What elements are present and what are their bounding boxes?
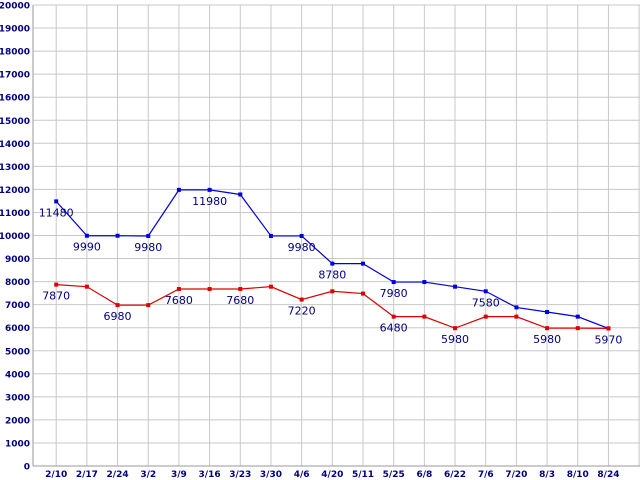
data-point-marker-lower-red-series: [361, 291, 365, 296]
data-point-marker-lower-red-series: [146, 303, 151, 308]
y-axis-tick-label: 0: [24, 463, 30, 473]
x-axis-tick-label: 2/10: [45, 470, 67, 480]
x-axis-tick-label: 3/23: [229, 470, 251, 480]
data-point-marker-lower-red-series: [514, 314, 519, 319]
data-point-marker-lower-red-series: [483, 314, 488, 319]
x-axis-tick-label: 3/16: [199, 470, 221, 480]
data-point-label: 5970: [594, 333, 622, 346]
data-point-marker-upper-blue-series: [453, 284, 458, 289]
y-axis-tick-label: 17000: [0, 71, 30, 81]
data-point-marker-upper-blue-series: [299, 233, 304, 238]
data-point-label: 7680: [165, 294, 193, 307]
data-point-marker-lower-red-series: [391, 314, 396, 319]
data-point-marker-lower-red-series: [238, 286, 243, 291]
x-axis-tick-label: 7/20: [505, 470, 527, 480]
y-axis-tick-label: 19000: [0, 25, 30, 35]
x-axis-tick-label: 3/2: [140, 470, 156, 480]
data-point-label: 9980: [134, 241, 162, 254]
x-axis-tick-label: 5/11: [352, 470, 374, 480]
data-point-marker-lower-red-series: [545, 326, 550, 331]
x-axis-tick-label: 7/6: [478, 470, 494, 480]
x-axis-tick-label: 8/10: [567, 470, 589, 480]
y-axis-tick-label: 8000: [5, 278, 30, 288]
x-axis-tick-label: 6/8: [416, 470, 432, 480]
y-axis-tick-label: 10000: [0, 232, 30, 242]
data-point-label: 5980: [441, 333, 469, 346]
x-axis-tick-label: 5/25: [383, 470, 405, 480]
data-point-marker-upper-blue-series: [54, 199, 59, 204]
data-point-marker-lower-red-series: [54, 282, 59, 287]
data-point-marker-upper-blue-series: [330, 261, 335, 266]
data-point-marker-lower-red-series: [606, 326, 611, 331]
x-axis-tick-label: 8/24: [597, 470, 619, 480]
data-point-marker-lower-red-series: [330, 289, 335, 294]
data-point-marker-upper-blue-series: [176, 187, 181, 192]
data-point-label: 7220: [288, 305, 316, 318]
y-axis-tick-label: 18000: [0, 48, 30, 58]
data-point-marker-upper-blue-series: [545, 310, 550, 315]
data-point-label: 9990: [73, 241, 101, 254]
data-point-label: 11980: [192, 195, 227, 208]
data-point-label: 9980: [288, 241, 316, 254]
data-point-marker-lower-red-series: [84, 284, 89, 289]
y-axis-tick-label: 6000: [5, 324, 30, 334]
y-axis-tick-label: 15000: [0, 117, 30, 127]
data-point-label: 6480: [380, 322, 408, 335]
y-axis-tick-label: 9000: [5, 255, 30, 265]
y-axis-tick-label: 20000: [0, 2, 30, 12]
data-point-marker-lower-red-series: [115, 303, 120, 308]
y-axis-tick-label: 5000: [5, 347, 30, 357]
data-point-label: 7980: [380, 287, 408, 300]
y-axis-tick-label: 1000: [5, 439, 30, 449]
y-axis-tick-label: 7000: [5, 301, 30, 311]
data-point-marker-lower-red-series: [299, 297, 304, 302]
data-point-marker-upper-blue-series: [84, 233, 89, 238]
data-point-marker-upper-blue-series: [422, 280, 427, 285]
data-point-marker-upper-blue-series: [391, 280, 396, 285]
data-point-label: 7870: [42, 290, 70, 303]
data-point-marker-upper-blue-series: [483, 289, 488, 294]
data-point-label: 7680: [226, 294, 254, 307]
data-point-marker-lower-red-series: [207, 286, 212, 291]
x-axis-tick-label: 3/30: [260, 470, 282, 480]
data-point-marker-lower-red-series: [453, 326, 458, 331]
data-point-label: 8780: [318, 269, 346, 282]
y-axis-tick-label: 14000: [0, 140, 30, 150]
data-point-marker-lower-red-series: [176, 286, 181, 291]
y-axis-tick-label: 12000: [0, 186, 30, 196]
data-point-marker-upper-blue-series: [115, 233, 120, 238]
y-axis-tick-label: 11000: [0, 209, 30, 219]
data-point-marker-upper-blue-series: [238, 192, 243, 197]
x-axis-tick-label: 4/20: [321, 470, 343, 480]
data-point-label: 7580: [472, 296, 500, 309]
y-axis-tick-label: 16000: [0, 94, 30, 104]
data-point-marker-upper-blue-series: [575, 314, 580, 319]
data-point-marker-upper-blue-series: [361, 261, 365, 266]
data-point-label: 6980: [104, 310, 132, 323]
y-axis-tick-label: 4000: [5, 370, 30, 380]
data-point-marker-upper-blue-series: [207, 187, 212, 192]
data-point-marker-upper-blue-series: [514, 305, 519, 310]
data-point-marker-lower-red-series: [422, 314, 427, 319]
y-axis-tick-label: 13000: [0, 163, 30, 173]
x-axis-tick-label: 8/3: [539, 470, 555, 480]
data-point-marker-upper-blue-series: [146, 233, 151, 238]
data-point-label: 5980: [533, 333, 561, 346]
y-axis-tick-label: 3000: [5, 393, 30, 403]
x-axis-tick-label: 3/9: [171, 470, 187, 480]
x-axis-tick-label: 2/24: [107, 470, 129, 480]
x-axis-tick-label: 6/22: [444, 470, 466, 480]
y-axis-tick-label: 2000: [5, 416, 30, 426]
data-point-marker-lower-red-series: [575, 326, 580, 331]
x-axis-tick-label: 4/6: [294, 470, 310, 480]
data-point-label: 11480: [39, 206, 74, 219]
x-axis-tick-label: 2/17: [76, 470, 98, 480]
data-point-marker-lower-red-series: [268, 284, 273, 289]
data-point-marker-upper-blue-series: [268, 233, 273, 238]
